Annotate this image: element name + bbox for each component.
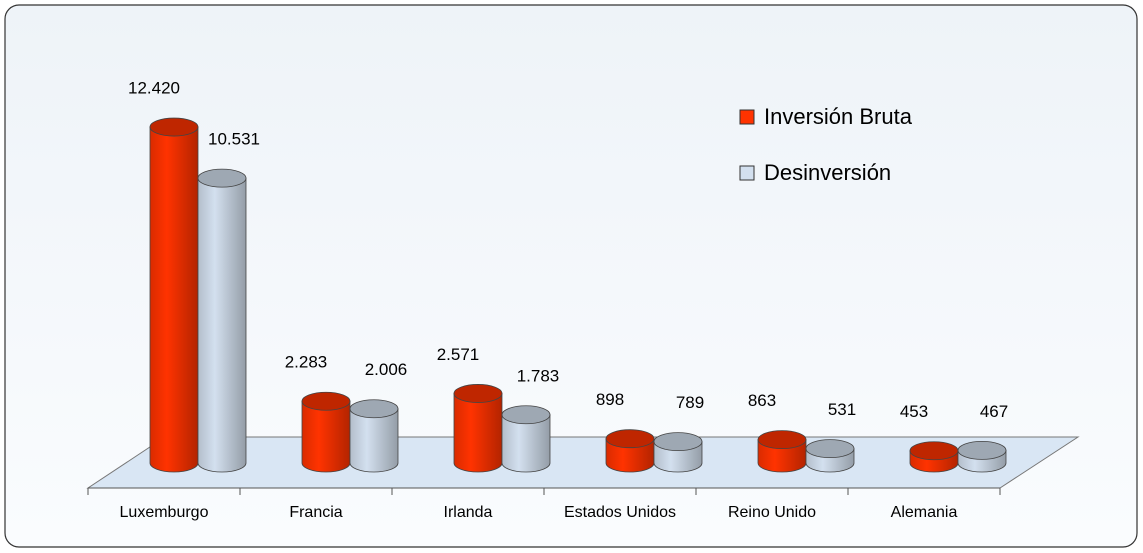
legend-label: Inversión Bruta (764, 104, 913, 129)
bar-top (197, 168, 247, 188)
x-tick-label: Alemania (891, 504, 958, 521)
x-tick-label: Reino Unido (728, 504, 816, 521)
legend-swatch (739, 165, 755, 181)
bar-top (501, 405, 551, 425)
data-label: 789 (676, 393, 704, 412)
bar-top (957, 440, 1007, 460)
bar-body (501, 414, 551, 473)
bar-top (757, 430, 807, 450)
bar-body (453, 393, 503, 473)
bar-top (149, 117, 199, 137)
x-tick-label: Estados Unidos (564, 504, 676, 521)
bar-body (197, 177, 247, 473)
bar-top (349, 399, 399, 419)
bar-top (909, 441, 959, 461)
data-label: 467 (980, 402, 1008, 421)
bar-top (453, 384, 503, 403)
legend-label: Desinversión (764, 160, 891, 185)
bar-body (605, 438, 655, 473)
data-label: 2.283 (285, 353, 328, 372)
bar-top (653, 432, 703, 452)
data-label: 2.006 (365, 360, 408, 379)
data-label: 531 (828, 400, 856, 419)
bar-top (605, 429, 655, 449)
legend-swatch (739, 109, 755, 125)
data-label: 12.420 (128, 79, 180, 98)
data-label: 453 (900, 402, 928, 421)
chart-frame (4, 4, 1138, 548)
data-label: 898 (596, 390, 624, 409)
data-label: 863 (748, 391, 776, 410)
data-label: 10.531 (208, 130, 260, 149)
data-label: 2.571 (437, 345, 480, 364)
bar-body (301, 400, 351, 473)
x-tick-label: Francia (289, 504, 342, 521)
bar-body (349, 408, 399, 473)
x-tick-label: Luxemburgo (120, 504, 209, 521)
bar-top (301, 391, 351, 411)
x-tick-label: Irlanda (444, 504, 493, 521)
bar-top (805, 439, 855, 459)
bar-body (149, 126, 199, 473)
data-label: 1.783 (517, 366, 560, 385)
